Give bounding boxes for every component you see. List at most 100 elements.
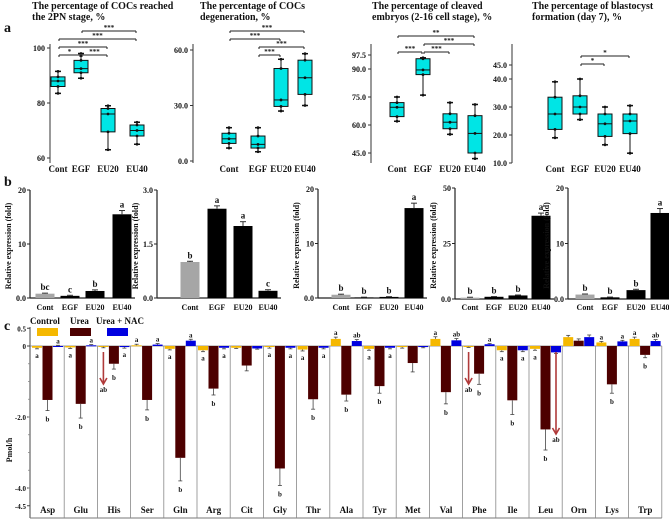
bar-urea bbox=[341, 346, 352, 395]
amino-acid-label: Asp bbox=[40, 505, 55, 515]
significance-bracket: *** bbox=[58, 40, 108, 49]
significance-letter: a bbox=[268, 351, 272, 359]
data-point bbox=[106, 130, 110, 134]
data-point bbox=[227, 131, 231, 135]
bar-urea bbox=[241, 346, 252, 366]
y-tick-label: -2.0 bbox=[15, 414, 27, 422]
x-tick-label: EU20 bbox=[85, 303, 104, 312]
significance-letter: a bbox=[412, 192, 417, 202]
bar-urea bbox=[75, 346, 86, 404]
y-tick-label: 20 bbox=[18, 186, 26, 195]
bar-urea bbox=[108, 346, 119, 364]
significance-bracket: *** bbox=[81, 48, 108, 57]
bar-urea-nac bbox=[484, 344, 495, 346]
significance-bracket: *** bbox=[229, 24, 305, 33]
data-point bbox=[553, 80, 557, 84]
data-point bbox=[473, 132, 477, 135]
data-point bbox=[553, 127, 557, 131]
bar-urea-nac bbox=[252, 346, 263, 349]
data-point bbox=[227, 137, 231, 141]
x-tick-label: EGF bbox=[486, 303, 503, 312]
bar-urea bbox=[640, 346, 651, 355]
bar-urea-nac bbox=[318, 346, 329, 348]
x-tick-label: EU40 bbox=[258, 303, 277, 312]
data-point bbox=[79, 76, 83, 80]
significance-label: *** bbox=[276, 40, 287, 48]
legend-label: Urea bbox=[70, 316, 89, 326]
x-tick-label: EU20 bbox=[379, 303, 398, 312]
bar-urea-nac bbox=[385, 346, 395, 348]
y-tick-label: 0.0 bbox=[178, 157, 188, 166]
y-tick-label: 20.0 bbox=[493, 131, 507, 140]
data-point bbox=[578, 94, 582, 98]
x-tick-label: EU40 bbox=[294, 164, 316, 174]
bar bbox=[207, 208, 227, 298]
x-tick-label: EU40 bbox=[112, 303, 131, 312]
bar-control bbox=[198, 346, 208, 351]
significance-letter: a bbox=[621, 332, 625, 340]
significance-letter: b bbox=[510, 420, 514, 428]
significance-letter: a bbox=[120, 200, 125, 210]
y-tick-label: 0.0 bbox=[554, 295, 564, 304]
significance-label: *** bbox=[78, 40, 89, 48]
bar-urea bbox=[308, 346, 319, 400]
bar bbox=[626, 290, 646, 299]
data-point bbox=[553, 95, 557, 99]
bar-urea-nac bbox=[418, 346, 429, 348]
data-point bbox=[56, 69, 60, 73]
significance-letter: b bbox=[444, 409, 448, 417]
data-point bbox=[303, 52, 307, 56]
y-tick-label: 3.0 bbox=[143, 186, 153, 195]
bar-urea-nac bbox=[185, 340, 196, 346]
data-point bbox=[135, 120, 139, 124]
data-point bbox=[106, 104, 110, 108]
amino-acid-label: His bbox=[107, 505, 121, 515]
y-tick-label: 25 bbox=[443, 240, 451, 249]
data-point bbox=[603, 112, 607, 116]
data-point bbox=[473, 157, 477, 161]
amino-acid-label: Phe bbox=[472, 505, 487, 515]
significance-letter: a bbox=[222, 352, 226, 360]
significance-label: *** bbox=[405, 45, 416, 53]
x-tick-label: Cont bbox=[577, 303, 594, 312]
significance-bracket: * bbox=[58, 48, 81, 57]
significance-letter: ab bbox=[465, 386, 473, 394]
box bbox=[389, 102, 405, 118]
significance-letter: a bbox=[168, 353, 172, 361]
significance-letter: bc bbox=[41, 282, 50, 292]
bar-urea bbox=[440, 346, 451, 393]
y-tick-label: 0.0 bbox=[16, 294, 26, 303]
data-point bbox=[553, 136, 557, 140]
significance-label: *** bbox=[262, 24, 273, 32]
legend-swatch bbox=[107, 328, 128, 336]
significance-letter: a bbox=[189, 331, 193, 339]
bar-control bbox=[430, 338, 441, 346]
significance-letter: ab bbox=[552, 436, 560, 444]
data-point bbox=[395, 115, 399, 118]
significance-letter: b bbox=[338, 283, 343, 293]
bar-control bbox=[98, 346, 109, 347]
bar-control bbox=[231, 346, 242, 348]
x-tick-label: EGF bbox=[602, 303, 619, 312]
significance-letter: a bbox=[500, 355, 504, 363]
significance-letter: b bbox=[477, 389, 481, 397]
x-tick-label: Cont bbox=[545, 164, 564, 174]
bar-urea-nac bbox=[119, 346, 130, 348]
bar bbox=[575, 294, 595, 299]
significance-letter: b bbox=[491, 286, 496, 296]
bar-urea-nac bbox=[219, 346, 229, 348]
x-tick-label: EU20 bbox=[97, 164, 119, 174]
data-point bbox=[303, 104, 307, 107]
significance-letter: ab bbox=[100, 386, 108, 394]
data-point bbox=[603, 122, 607, 126]
significance-letter: b bbox=[515, 284, 520, 294]
significance-bracket: *** bbox=[229, 32, 281, 41]
bar bbox=[379, 296, 399, 298]
x-tick-label: EU40 bbox=[404, 303, 423, 312]
data-point bbox=[256, 150, 260, 154]
